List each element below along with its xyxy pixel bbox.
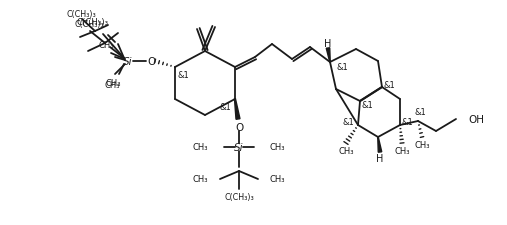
Text: O: O (235, 122, 243, 132)
Text: H: H (324, 39, 332, 49)
Text: &1: &1 (219, 103, 231, 112)
Polygon shape (235, 99, 240, 120)
Text: &1: &1 (401, 118, 413, 127)
Text: H: H (376, 153, 384, 163)
Text: CH₃: CH₃ (414, 140, 430, 149)
Text: CH₃: CH₃ (270, 175, 285, 184)
Text: CH₃: CH₃ (338, 147, 354, 156)
Text: CH₃: CH₃ (105, 78, 121, 87)
Text: CH₃: CH₃ (104, 80, 120, 89)
Text: OH: OH (468, 115, 484, 124)
Text: C(CH₃)₃: C(CH₃)₃ (66, 9, 96, 18)
Polygon shape (327, 49, 330, 63)
Text: CH₃: CH₃ (270, 143, 285, 152)
Text: Si: Si (234, 142, 244, 152)
Text: CH₃: CH₃ (193, 143, 208, 152)
Text: Si: Si (123, 57, 133, 67)
Text: C(CH₃)₃: C(CH₃)₃ (77, 17, 109, 26)
Text: &1: &1 (383, 80, 395, 89)
Text: &1: &1 (342, 118, 354, 127)
Text: CH₃: CH₃ (98, 40, 114, 49)
Text: &1: &1 (414, 108, 426, 117)
Text: &1: &1 (361, 101, 373, 110)
Text: CH₃: CH₃ (394, 146, 410, 155)
Text: C(CH₃)₃: C(CH₃)₃ (224, 193, 254, 202)
Text: C(CH₃)₃: C(CH₃)₃ (74, 20, 104, 29)
Text: CH₃: CH₃ (193, 175, 208, 184)
Text: O: O (147, 57, 155, 67)
Polygon shape (378, 137, 382, 153)
Text: &1: &1 (336, 62, 348, 71)
Text: &1: &1 (177, 70, 189, 79)
